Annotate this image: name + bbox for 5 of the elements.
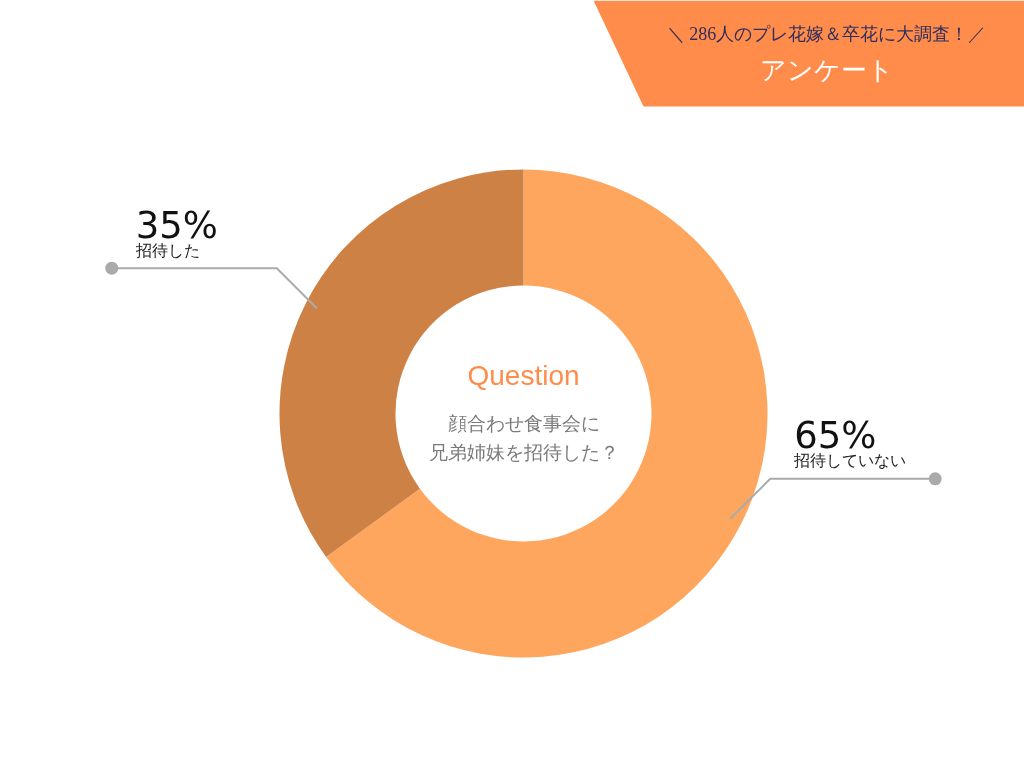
text: 顔合わせ食事会に xyxy=(447,413,600,434)
chart-subtitle: アンケート xyxy=(759,56,894,85)
text: 兄弟姉妹を招待した？ xyxy=(428,442,619,463)
chart-title: ＼ 286人のプレ花嫁＆卒花に大調査！／ xyxy=(666,23,987,44)
text: Question xyxy=(467,360,580,391)
